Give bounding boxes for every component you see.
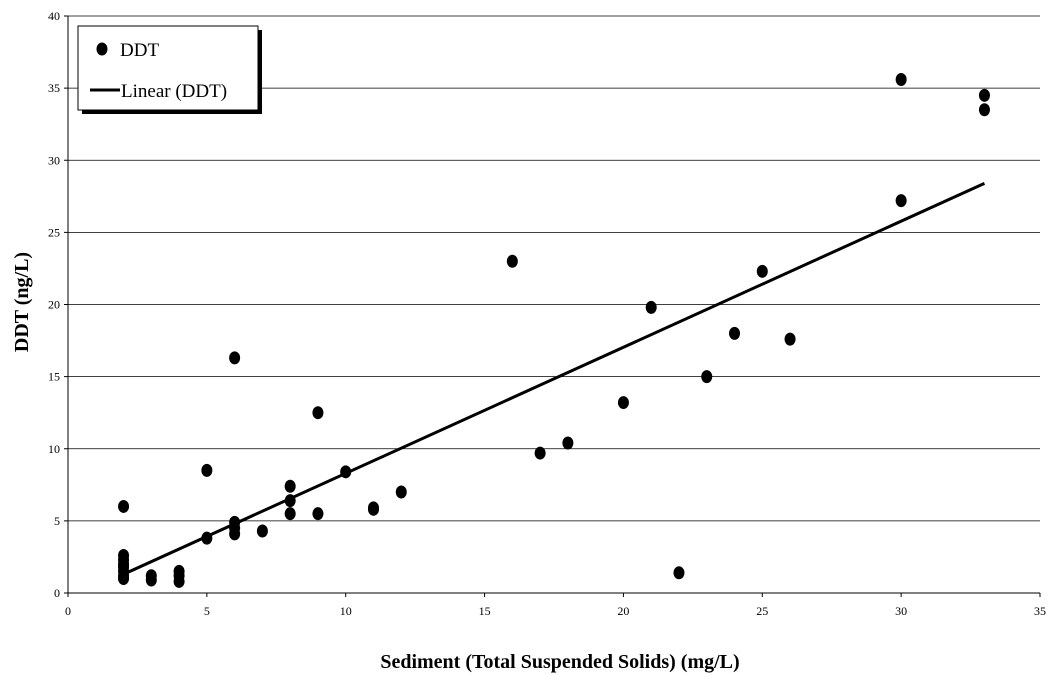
scatter-points [118, 72, 990, 588]
data-point [978, 103, 990, 117]
data-point [784, 332, 796, 346]
x-tick-label: 0 [65, 604, 71, 618]
data-point [145, 573, 157, 587]
y-tick-label: 30 [48, 153, 60, 167]
data-point [284, 507, 296, 521]
data-point [395, 485, 407, 499]
trendline-layer [122, 181, 986, 576]
data-point [340, 465, 352, 479]
y-tick-label: 35 [48, 81, 60, 95]
x-axis-title: Sediment (Total Suspended Solids) (mg/L) [380, 651, 739, 673]
x-tick-label: 30 [895, 604, 907, 618]
legend: DDT Linear (DDT) [77, 25, 262, 114]
data-point [617, 396, 629, 410]
data-point [284, 494, 296, 508]
y-tick-label: 20 [48, 298, 60, 312]
y-tick-label: 10 [48, 442, 60, 456]
data-point [118, 499, 130, 513]
legend-label-linear: Linear (DDT) [121, 81, 227, 102]
x-tick-label: 25 [756, 604, 768, 618]
data-point [645, 300, 657, 314]
data-point [506, 254, 518, 268]
data-point [118, 572, 130, 586]
data-point [895, 194, 907, 208]
data-point [201, 463, 213, 477]
x-tick-label: 5 [204, 604, 210, 618]
legend-box [77, 25, 259, 111]
data-point [312, 406, 324, 420]
data-point [284, 479, 296, 493]
data-point [367, 502, 379, 516]
data-point [673, 566, 685, 580]
x-tick-label: 35 [1034, 604, 1046, 618]
y-tick-label: 5 [54, 514, 60, 528]
data-point [895, 72, 907, 86]
data-point [229, 527, 241, 541]
data-point [229, 351, 241, 365]
data-point [534, 446, 546, 460]
y-tick-label: 40 [48, 9, 60, 23]
data-point [256, 524, 268, 538]
data-point [201, 531, 213, 545]
y-axis-title: DDT (ng/L) [11, 252, 33, 352]
legend-label-ddt: DDT [120, 40, 159, 61]
data-point [729, 326, 741, 340]
data-point [978, 88, 990, 102]
trendline-linear-ddt [122, 181, 986, 576]
data-point [173, 574, 185, 588]
y-tick-label: 0 [54, 586, 60, 600]
y-tick-label: 25 [48, 225, 60, 239]
data-point [562, 436, 574, 450]
data-point [756, 264, 768, 278]
y-tick-label: 15 [48, 370, 60, 384]
data-point [701, 370, 713, 384]
x-tick-label: 15 [479, 604, 491, 618]
axis-ticks: 0 5 10 15 20 25 30 35 40 0 5 10 15 20 25 30 35 [48, 9, 1046, 618]
legend-marker-ddt [96, 42, 108, 56]
x-tick-label: 10 [340, 604, 352, 618]
x-tick-label: 20 [617, 604, 629, 618]
data-point [312, 507, 324, 521]
